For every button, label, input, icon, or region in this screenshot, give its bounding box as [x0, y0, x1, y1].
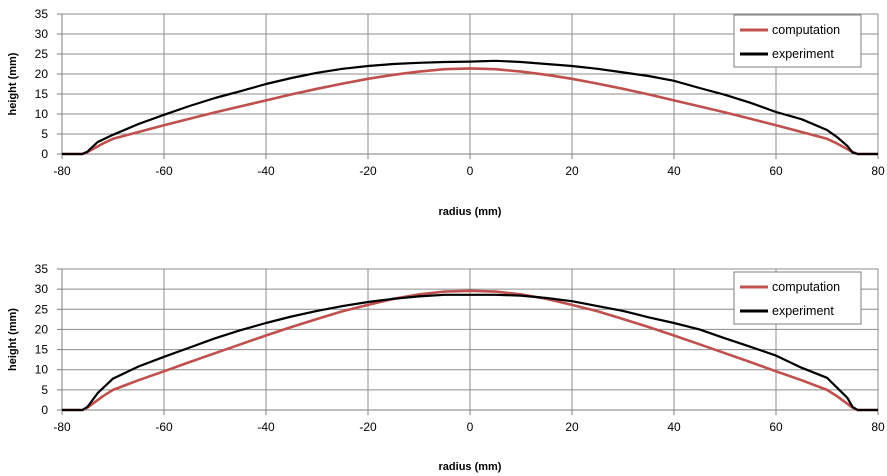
- x-tick-label: 80: [871, 420, 885, 434]
- x-axis-title: radius (mm): [439, 206, 502, 218]
- y-tick-label: 20: [35, 67, 49, 81]
- x-tick-label: -80: [53, 420, 71, 434]
- y-tick-label: 15: [35, 343, 49, 357]
- y-axis-title: height (mm): [7, 308, 19, 371]
- y-tick-label: 5: [41, 383, 48, 397]
- series-line-computation: [62, 67, 878, 156]
- legend-box: [733, 14, 862, 68]
- y-tick-label: 25: [35, 47, 49, 61]
- y-tick-label: 15: [35, 87, 49, 101]
- series-line-computation: [62, 289, 878, 412]
- legend-label-computation: computation: [772, 23, 840, 37]
- y-tick-label: 10: [35, 107, 49, 121]
- legend-box: [733, 271, 862, 325]
- y-tick-label: 30: [35, 282, 49, 296]
- chart-panel-2: -80 -60 -40 -20 0 20 40 60 80 0 5 10 15 20 25 30 35 radiu…: [7, 262, 885, 473]
- chart-panel-1: -80 -60 -40 -20 0 20 40 60 80 0 5 10 15 20 25 30 35 radiu…: [7, 7, 885, 218]
- x-tick-label: 0: [467, 420, 474, 434]
- series-line-experiment: [62, 293, 878, 412]
- legend-label-experiment: experiment: [772, 304, 834, 318]
- x-tick-label: -40: [257, 164, 275, 178]
- x-tick-label: 40: [667, 164, 681, 178]
- y-tick-label: 30: [35, 27, 49, 41]
- x-tick-label: 20: [565, 164, 579, 178]
- x-tick-label: 80: [871, 164, 885, 178]
- x-tick-label: -40: [257, 420, 275, 434]
- y-tick-label: 35: [35, 262, 49, 276]
- legend: computation experiment: [733, 14, 862, 68]
- x-tick-label: 60: [769, 164, 783, 178]
- x-tick-label: 60: [769, 420, 783, 434]
- x-tick-label: -60: [155, 420, 173, 434]
- x-tick-label: 0: [467, 164, 474, 178]
- x-tick-label: -20: [359, 420, 377, 434]
- y-tick-label: 10: [35, 363, 49, 377]
- y-tick-label: 0: [41, 147, 48, 161]
- x-axis-title: radius (mm): [439, 461, 502, 473]
- y-tick-label: 25: [35, 302, 49, 316]
- y-axis-title: height (mm): [7, 52, 19, 115]
- x-tick-label: 40: [667, 420, 681, 434]
- series-line-experiment: [62, 59, 878, 156]
- y-tick-label: 20: [35, 322, 49, 336]
- legend-label-experiment: experiment: [772, 47, 834, 61]
- y-tick-label: 0: [41, 403, 48, 417]
- legend-label-computation: computation: [772, 280, 840, 294]
- x-tick-label: -80: [53, 164, 71, 178]
- x-tick-label: -20: [359, 164, 377, 178]
- legend: computation experiment: [733, 271, 862, 325]
- y-tick-label: 35: [35, 7, 49, 21]
- y-tick-label: 5: [41, 127, 48, 141]
- x-tick-label: -60: [155, 164, 173, 178]
- x-tick-label: 20: [565, 420, 579, 434]
